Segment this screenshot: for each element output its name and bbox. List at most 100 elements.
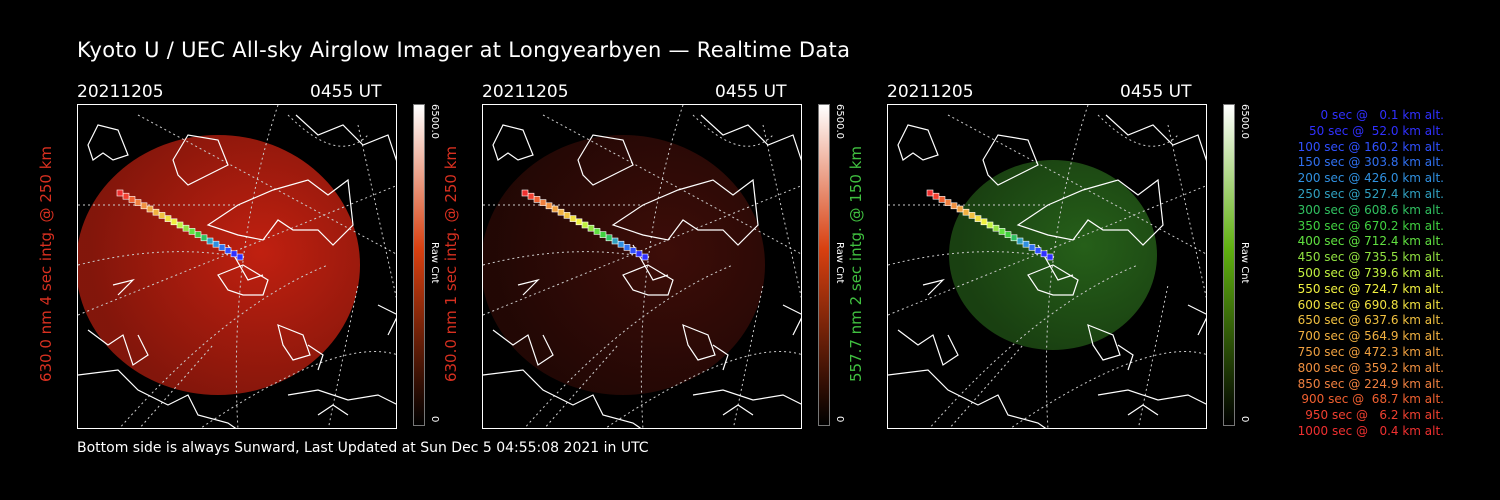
footer-note: Bottom side is always Sunward, Last Upda… — [77, 440, 649, 456]
legend-row: 250 sec @ 527.4 km alt. — [1293, 186, 1444, 201]
trajectory-point — [170, 218, 178, 226]
trajectory-point — [944, 199, 952, 206]
trajectory-point — [194, 231, 202, 238]
wavelength-label: 557.7 nm 2 sec intg. @ 150 km — [847, 145, 865, 383]
legend-row: 750 sec @ 472.3 km alt. — [1293, 344, 1444, 359]
trajectory-point — [593, 228, 601, 235]
trajectory-legend: 0 sec @ 0.1 km alt. 50 sec @ 52.0 km alt… — [1262, 108, 1444, 440]
map-graphic — [78, 105, 396, 428]
colorbar — [1223, 104, 1235, 426]
colorbar — [413, 104, 425, 426]
trajectory-point — [932, 192, 940, 200]
legend-row: 850 sec @ 224.9 km alt. — [1293, 376, 1444, 391]
trajectory-point — [134, 199, 142, 206]
legend-row: 950 sec @ 6.2 km alt. — [1301, 408, 1444, 423]
trajectory-point — [1028, 244, 1036, 251]
trajectory-point — [116, 189, 124, 197]
panel-time: 0455 UT — [1120, 82, 1192, 102]
trajectory-point — [545, 202, 553, 210]
trajectory-point — [188, 228, 196, 235]
panel-time: 0455 UT — [310, 82, 382, 102]
trajectory-point — [122, 192, 130, 200]
trajectory-point — [146, 205, 154, 213]
satellite-trajectory — [926, 189, 1054, 261]
coastline — [888, 114, 1206, 428]
airglow-panel-3: 20211205 0455 UT 557.7 nm 2 sec intg. @ … — [847, 82, 1307, 432]
trajectory-point — [521, 189, 529, 197]
trajectory-point — [974, 215, 982, 222]
legend-row: 450 sec @ 735.5 km alt. — [1293, 250, 1444, 265]
geo-grid — [483, 105, 801, 428]
trajectory-point — [212, 240, 220, 248]
trajectory-point — [986, 221, 994, 229]
legend-row: 300 sec @ 608.6 km alt. — [1293, 202, 1444, 217]
allsky-image — [77, 104, 397, 429]
trajectory-point — [950, 202, 958, 210]
trajectory-point — [575, 218, 583, 226]
trajectory-point — [200, 234, 208, 242]
trajectory-point — [617, 240, 625, 248]
trajectory-point — [164, 215, 172, 222]
page-title: Kyoto U / UEC All-sky Airglow Imager at … — [77, 38, 851, 62]
panel-time: 0455 UT — [715, 82, 787, 102]
trajectory-point — [176, 221, 184, 229]
trajectory-point — [152, 208, 160, 216]
trajectory-point — [998, 228, 1006, 235]
legend-row: 350 sec @ 670.2 km alt. — [1293, 218, 1444, 233]
legend-row: 100 sec @ 160.2 km alt. — [1293, 139, 1444, 154]
colorbar-max-label: 6500.0 — [834, 104, 845, 139]
trajectory-point — [938, 196, 946, 203]
trajectory-point — [539, 199, 547, 206]
legend-row: 550 sec @ 724.7 km alt. — [1293, 281, 1444, 296]
colorbar — [818, 104, 830, 426]
trajectory-point — [158, 212, 166, 219]
legend-row: 1000 sec @ 0.4 km alt. — [1297, 423, 1444, 438]
legend-row: 900 sec @ 68.7 km alt. — [1297, 392, 1444, 407]
trajectory-point — [218, 244, 226, 251]
trajectory-point — [1034, 247, 1042, 254]
trajectory-point — [182, 224, 190, 232]
trajectory-point — [611, 237, 619, 245]
trajectory-point — [1046, 253, 1054, 261]
trajectory-point — [1022, 240, 1030, 248]
legend-row: 200 sec @ 426.0 km alt. — [1293, 171, 1444, 186]
trajectory-point — [605, 234, 613, 242]
trajectory-point — [569, 215, 577, 222]
geo-grid — [888, 105, 1206, 428]
colorbar-unit-label: Raw Cnt — [429, 242, 440, 284]
trajectory-point — [956, 205, 964, 213]
trajectory-point — [557, 208, 565, 216]
trajectory-point — [533, 196, 541, 203]
trajectory-point — [587, 224, 595, 232]
colorbar-min-label: 0 — [834, 416, 845, 423]
satellite-trajectory — [116, 189, 244, 261]
trajectory-point — [551, 205, 559, 213]
trajectory-point — [1040, 250, 1048, 258]
geo-grid — [78, 105, 396, 428]
coastline — [78, 114, 396, 428]
legend-row: 600 sec @ 690.8 km alt. — [1293, 297, 1444, 312]
airglow-panel-2: 20211205 0455 UT 630.0 nm 1 sec intg. @ … — [442, 82, 902, 432]
trajectory-point — [962, 208, 970, 216]
legend-row: 650 sec @ 637.6 km alt. — [1293, 313, 1444, 328]
trajectory-point — [236, 253, 244, 261]
colorbar-max-label: 6500.0 — [1239, 104, 1250, 139]
trajectory-point — [641, 253, 649, 261]
legend-row: 0 sec @ 0.1 km alt. — [1309, 108, 1444, 122]
trajectory-point — [527, 192, 535, 200]
legend-row: 700 sec @ 564.9 km alt. — [1293, 329, 1444, 344]
airglow-field — [78, 135, 360, 395]
airglow-panel-1: 20211205 0455 UT 630.0 nm 4 sec intg. @ … — [37, 82, 497, 432]
allsky-image — [482, 104, 802, 429]
airglow-field — [483, 135, 765, 395]
trajectory-point — [563, 212, 571, 219]
satellite-trajectory — [521, 189, 649, 261]
trajectory-point — [980, 218, 988, 226]
trajectory-point — [599, 231, 607, 238]
legend-row: 800 sec @ 359.2 km alt. — [1293, 360, 1444, 375]
trajectory-point — [206, 237, 214, 245]
colorbar-min-label: 0 — [429, 416, 440, 423]
legend-row: 50 sec @ 52.0 km alt. — [1301, 123, 1444, 138]
colorbar-min-label: 0 — [1239, 416, 1250, 423]
trajectory-point — [581, 221, 589, 229]
